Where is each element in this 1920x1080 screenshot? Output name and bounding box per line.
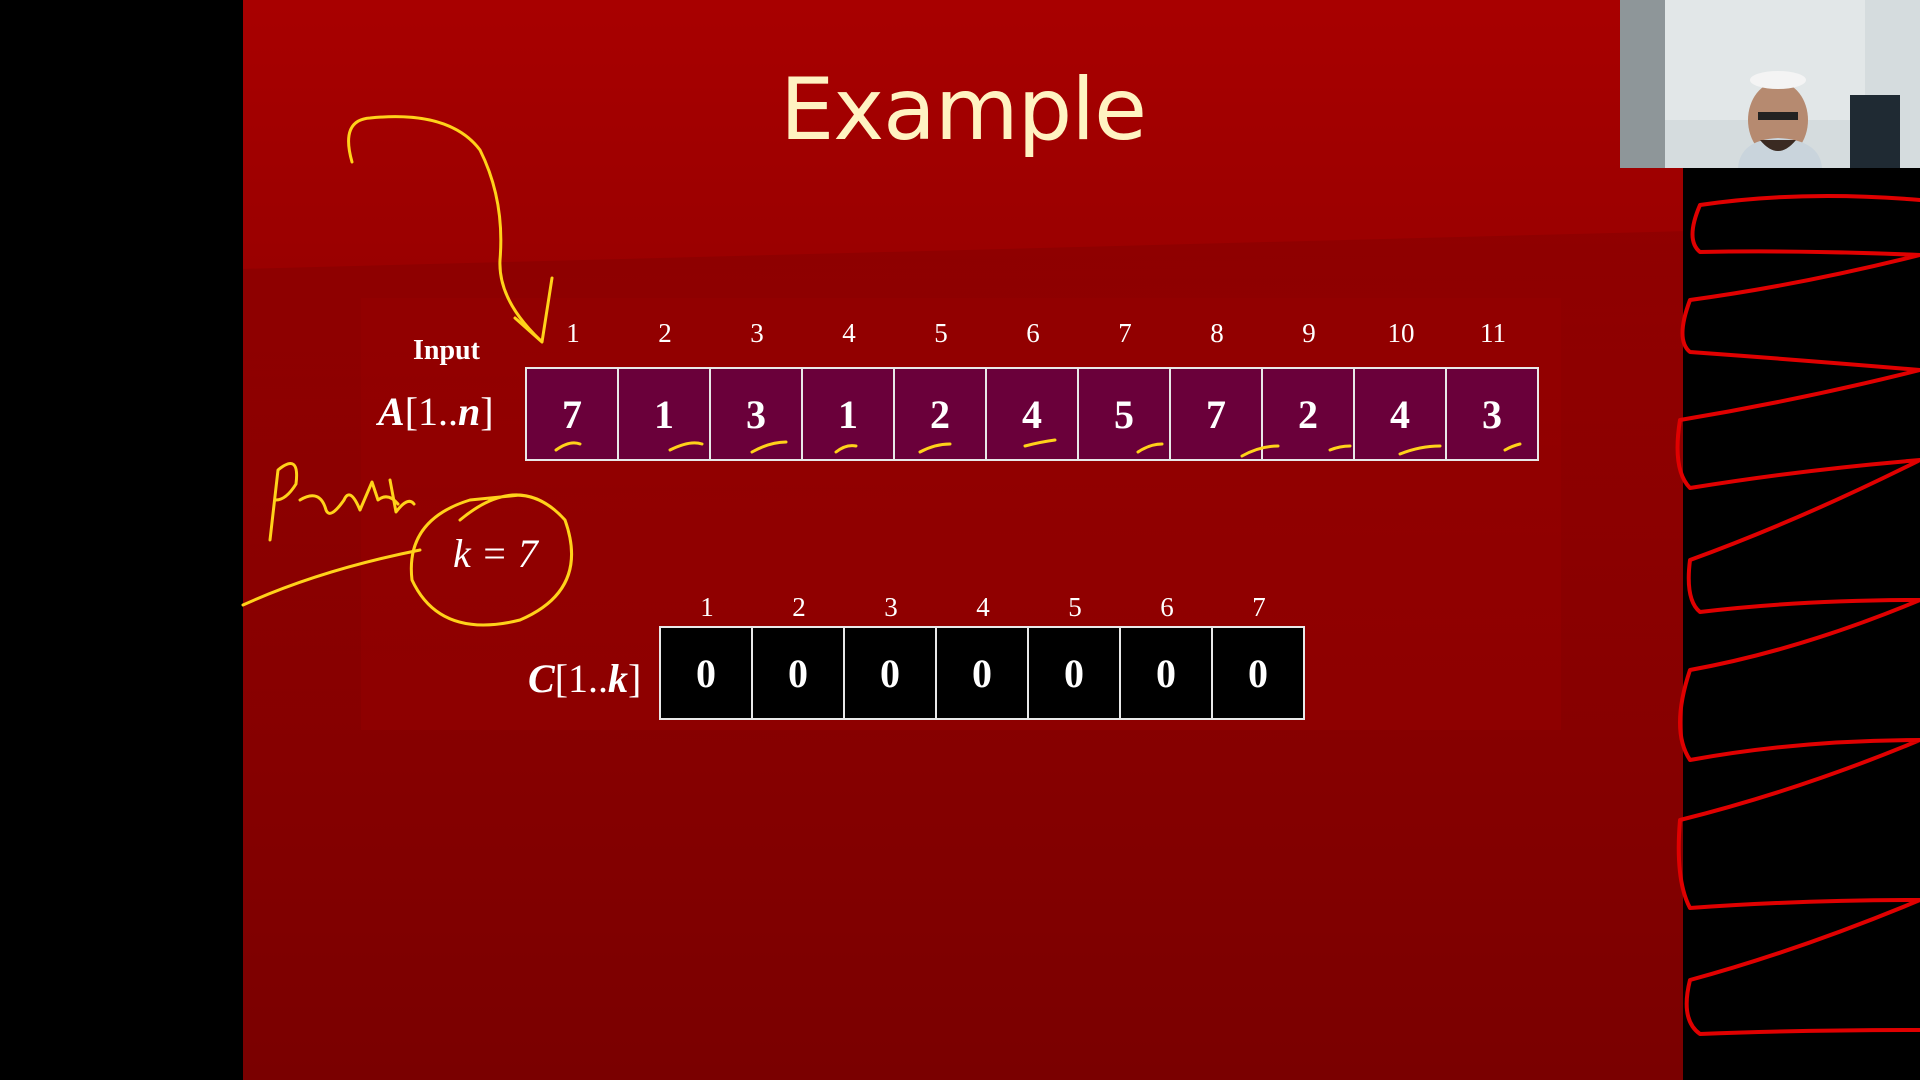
left-black-margin bbox=[0, 0, 243, 1080]
array-a-index-10: 10 bbox=[1387, 318, 1415, 348]
array-a-label: A[1..n] bbox=[378, 389, 494, 434]
array-a-index-9: 9 bbox=[1302, 318, 1316, 348]
array-c-index-4: 4 bbox=[976, 592, 990, 622]
array-a-index-6: 6 bbox=[1026, 318, 1040, 348]
array-a-index-1: 1 bbox=[566, 318, 580, 348]
array-c-index-2: 2 bbox=[792, 592, 806, 622]
array-a-index-7: 7 bbox=[1118, 318, 1132, 348]
presenter-video-frame bbox=[1620, 0, 1920, 168]
array-a-cell-6: 4 bbox=[985, 367, 1079, 461]
array-c-cell-6: 0 bbox=[1119, 626, 1213, 720]
array-a-cell-8: 7 bbox=[1169, 367, 1263, 461]
array-c-cell-2: 0 bbox=[751, 626, 845, 720]
array-c-label: C[1..k] bbox=[528, 656, 642, 701]
array-a-index-8: 8 bbox=[1210, 318, 1224, 348]
array-a-index-2: 2 bbox=[658, 318, 672, 348]
array-a-cell-7: 5 bbox=[1077, 367, 1171, 461]
array-a-index-4: 4 bbox=[842, 318, 856, 348]
array-c-cell-4: 0 bbox=[935, 626, 1029, 720]
array-a-index-3: 3 bbox=[750, 318, 764, 348]
array-a-cell-9: 2 bbox=[1261, 367, 1355, 461]
array-c-cell-3: 0 bbox=[843, 626, 937, 720]
webcam-video bbox=[1620, 0, 1920, 168]
k-value-label: k = 7 bbox=[453, 531, 538, 576]
array-c-index-5: 5 bbox=[1068, 592, 1082, 622]
input-label: Input bbox=[413, 335, 480, 366]
array-a-cell-11: 3 bbox=[1445, 367, 1539, 461]
array-c-index-6: 6 bbox=[1160, 592, 1174, 622]
array-a-cell-4: 1 bbox=[801, 367, 895, 461]
array-c-index-1: 1 bbox=[700, 592, 714, 622]
array-a-index-11: 11 bbox=[1480, 318, 1506, 348]
right-black-panel bbox=[1683, 168, 1920, 1080]
array-a-index-5: 5 bbox=[934, 318, 948, 348]
array-c-cell-5: 0 bbox=[1027, 626, 1121, 720]
slide-title: Example bbox=[779, 60, 1147, 160]
array-c-cell-7: 0 bbox=[1211, 626, 1305, 720]
array-a-cell-3: 3 bbox=[709, 367, 803, 461]
array-c-index-3: 3 bbox=[884, 592, 898, 622]
array-c-cell-1: 0 bbox=[659, 626, 753, 720]
array-a-cell-2: 1 bbox=[617, 367, 711, 461]
array-a-cell-10: 4 bbox=[1353, 367, 1447, 461]
array-c-index-7: 7 bbox=[1252, 592, 1266, 622]
array-a-cell-5: 2 bbox=[893, 367, 987, 461]
array-a-cell-1: 7 bbox=[525, 367, 619, 461]
